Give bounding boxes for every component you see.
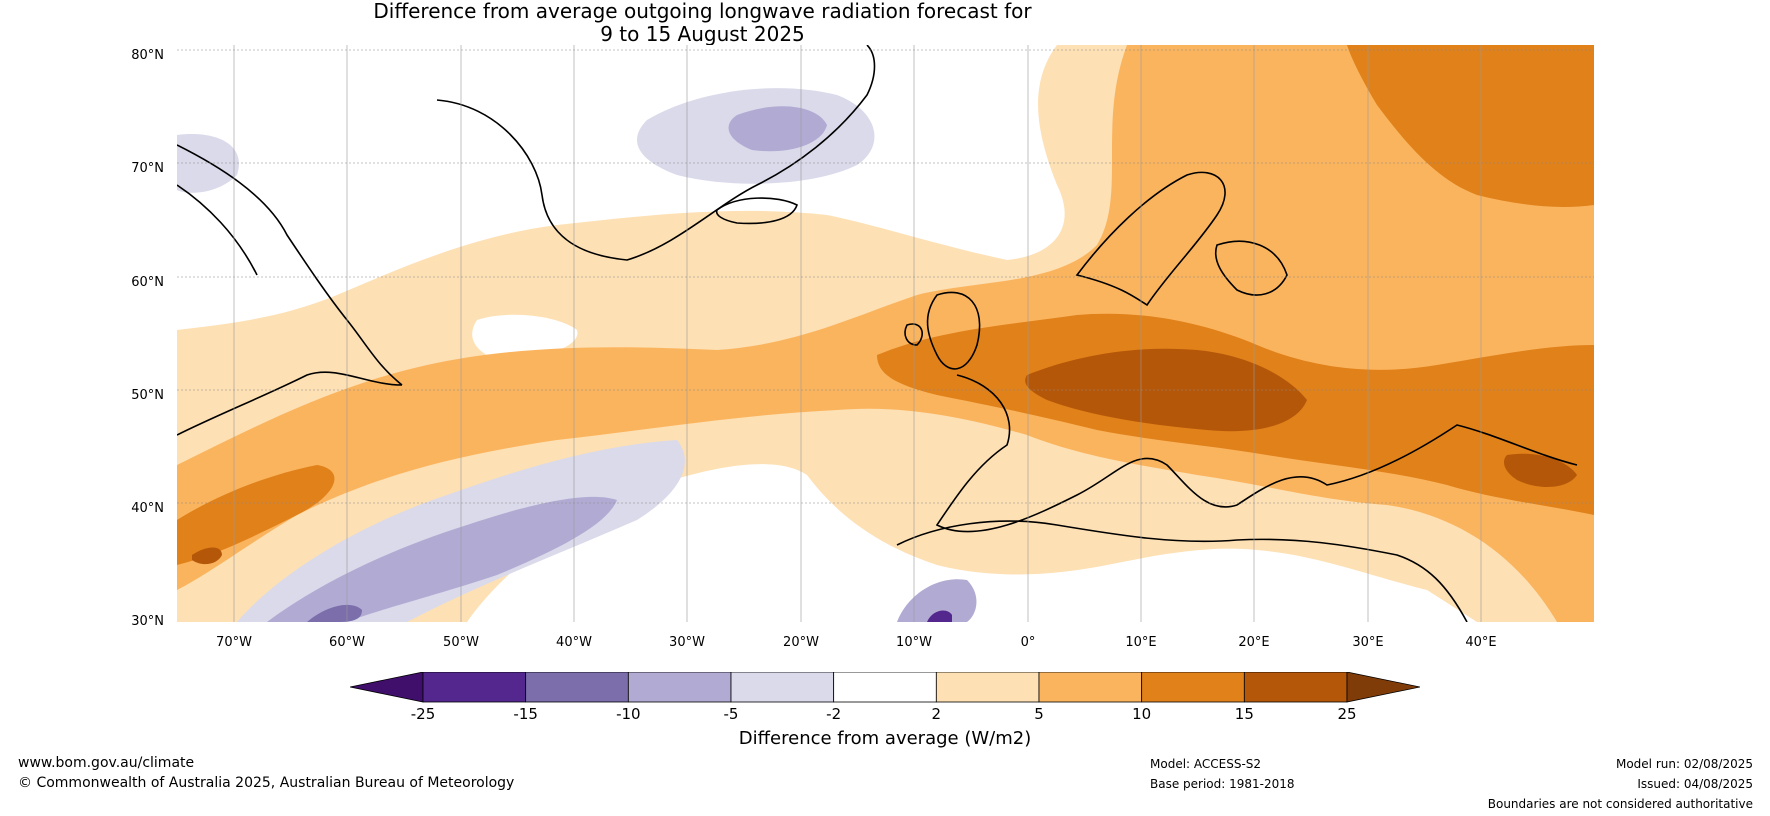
coastline-north-africa [896, 520, 1468, 622]
map-title: Difference from average outgoing longwav… [0, 0, 1405, 46]
contour-positive-subtropical-core [192, 547, 222, 565]
lon-label-10w: 10°W [896, 635, 932, 650]
colorbar-box [1141, 671, 1245, 703]
contour-positive-subtropical-west [177, 465, 335, 565]
colorbar-tick-label: 2 [931, 705, 942, 723]
colorbar-tick-label: 5 [1034, 705, 1044, 723]
colorbar-box [1243, 671, 1348, 703]
contour-negative-morocco-core [927, 610, 952, 622]
contour-positive-northeast [1347, 45, 1594, 207]
lon-label-30w: 30°W [669, 635, 705, 650]
colorbar-tick-label: -15 [513, 705, 538, 723]
lon-label-70w: 70°W [216, 635, 252, 650]
colorbar-svg [349, 671, 1421, 703]
coastline-british-isles [904, 291, 981, 370]
colorbar-tick-label: 25 [1337, 705, 1357, 723]
title-line-1: Difference from average outgoing longwav… [373, 0, 1032, 23]
title-line-2: 9 to 15 August 2025 [600, 22, 805, 46]
colorbar-tick-label: -2 [826, 705, 842, 723]
lat-label-30n: 30°N [131, 614, 164, 629]
colorbar-box [833, 671, 937, 703]
lon-label-20w: 20°W [783, 635, 819, 650]
colorbar-tick-label: -25 [410, 705, 436, 723]
lat-label-40n: 40°N [131, 501, 164, 516]
footer-model-run: Model run: 02/08/2025 [1615, 757, 1753, 771]
colorbar-box [422, 671, 527, 703]
lon-label-60w: 60°W [329, 635, 365, 650]
contour-neutral-atlantic-patch [472, 314, 578, 360]
graticule [177, 49, 1594, 504]
contour-neutral-south [467, 464, 1477, 622]
footer-disclaimer: Boundaries are not considered authoritat… [1487, 797, 1753, 811]
lon-label-20e: 20°E [1238, 635, 1270, 650]
coastlines [177, 45, 1578, 622]
colorbar-tick-label: -10 [616, 705, 641, 723]
lon-label-30e: 30°E [1352, 635, 1384, 650]
coastline-greenland [436, 45, 876, 261]
contour-positive-black-sea [1504, 453, 1577, 487]
colorbar-tick-label: 10 [1132, 705, 1152, 723]
coastline-baltic [1215, 240, 1288, 296]
footer-base-period: Base period: 1981-2018 [1150, 777, 1295, 791]
colorbar-extend-low [349, 671, 424, 703]
colorbar-box [935, 671, 1040, 703]
colorbar [349, 671, 1421, 707]
map-canvas [177, 45, 1594, 622]
footer-website: www.bom.gov.au/climate [18, 755, 195, 771]
colorbar-label: Difference from average (W/m2) [738, 728, 1032, 749]
meridians [233, 45, 1482, 622]
contour-negative-labrador [177, 134, 239, 193]
contour-negative-greenland-core [728, 106, 827, 152]
coastline-europe-mainland [935, 374, 1578, 533]
coastline-north-america [177, 144, 403, 436]
lon-label-40e: 40°E [1465, 635, 1497, 650]
contour-negative-morocco [897, 579, 977, 622]
lat-label-80n: 80°N [131, 48, 164, 63]
lon-label-40w: 40°W [556, 635, 592, 650]
footer-model: Model: ACCESS-S2 [1150, 757, 1262, 771]
coastline-iceland [715, 197, 798, 225]
colorbar-extend-high [1346, 671, 1421, 703]
colorbar-tick-label: 15 [1234, 705, 1254, 723]
colorbar-box [730, 671, 835, 703]
contour-positive-band-10 [177, 45, 1594, 622]
lat-label-60n: 60°N [131, 275, 164, 290]
lat-label-50n: 50°N [131, 388, 164, 403]
contour-negative-subtropical-mid [267, 496, 617, 622]
coastline-scandinavia [1075, 171, 1226, 307]
colorbar-tick-label: -5 [723, 705, 739, 723]
footer-issued: Issued: 04/08/2025 [1637, 777, 1753, 791]
lon-label-50w: 50°W [443, 635, 479, 650]
colorbar-box [525, 671, 629, 703]
colorbar-box [1038, 671, 1143, 703]
footer-copyright: © Commonwealth of Australia 2025, Austra… [18, 775, 515, 791]
lon-label-10e: 10°E [1125, 635, 1157, 650]
colorbar-box [627, 671, 732, 703]
lat-label-70n: 70°N [131, 161, 164, 176]
anomaly-map [177, 45, 1594, 622]
lon-label-0: 0° [1020, 635, 1036, 650]
contour-negative-subtropical-core [307, 604, 362, 622]
